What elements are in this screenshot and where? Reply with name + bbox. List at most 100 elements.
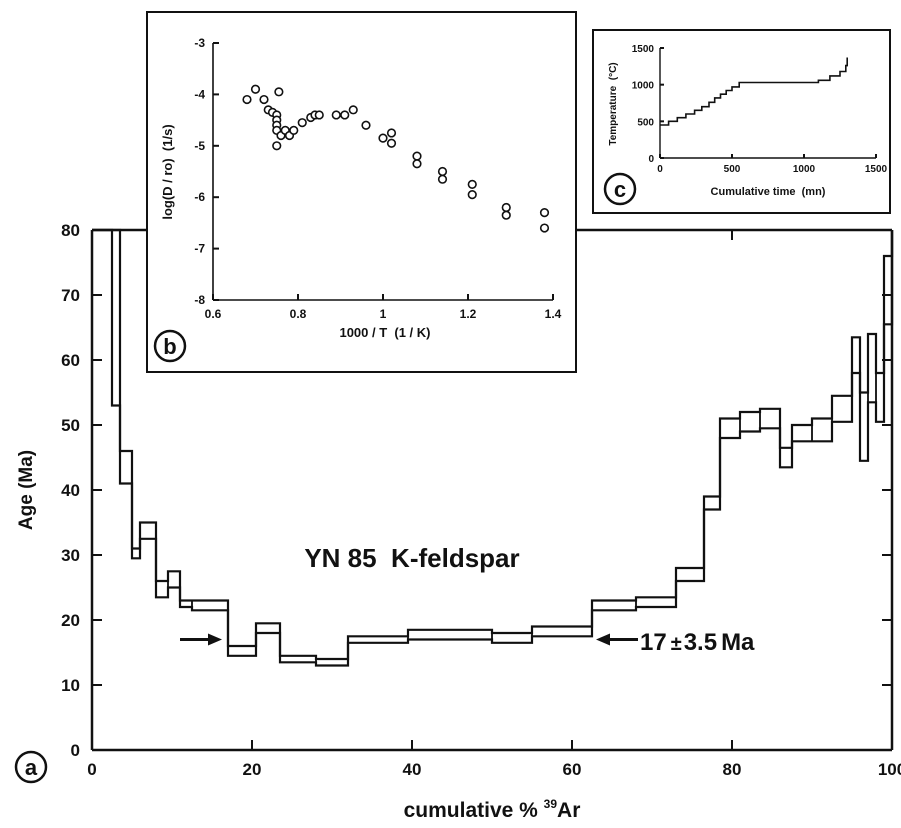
panel-b-data-points <box>242 84 550 233</box>
panel-b-data-point <box>361 120 371 130</box>
panel-b-data-point <box>274 87 284 97</box>
panel-c-y-tick-label: 1500 <box>632 44 655 55</box>
panel-b-data-point <box>467 190 477 200</box>
panel-a-x-axis-title: cumulative % 39Ar <box>404 797 581 822</box>
panel-b-badge: b <box>153 329 187 363</box>
panel-b-x-tick-label: 0.6 <box>205 307 222 321</box>
panel-a-x-tick-label: 100 <box>878 760 901 779</box>
panel-b-y-tick-label: -8 <box>194 293 205 307</box>
panel-c-temperature-line <box>660 57 848 126</box>
panel-a-x-tick-label: 40 <box>403 760 422 779</box>
panel-a-age-spectrum <box>92 228 894 667</box>
panel-a-tick-labels: 0 10 20 30 40 50 60 70 80 0 20 40 60 80 100 <box>61 221 901 779</box>
panel-b-data-point <box>437 166 448 177</box>
panel-c-frame <box>592 29 891 214</box>
panel-a-x-axis-title-prefix: cumulative % <box>404 799 544 822</box>
plateau-left-arrow-head <box>208 633 222 646</box>
panel-a-ticks <box>91 229 893 751</box>
panel-b-data-point <box>501 202 511 213</box>
panel-b-x-axis-title: 1000 / T (1 / K) <box>339 325 430 340</box>
panel-a-y-tick-label: 50 <box>61 416 80 435</box>
panel-a-y-tick-label: 20 <box>61 611 80 630</box>
panel-b-arrhenius-inset: -3 -4 -5 -6 -7 -80.6 0.8 1 1.2 1.4 log(D / ro) (1… <box>146 11 577 373</box>
panel-b-y-axis-title: log(D / ro) (1/s) <box>160 124 175 219</box>
panel-b-data-point <box>501 210 511 220</box>
panel-a-y-tick-label: 0 <box>71 741 80 760</box>
panel-b-data-point <box>386 138 397 148</box>
plateau-age-label: 17 ±3.5 Ma <box>640 629 755 656</box>
panel-b-data-point <box>272 141 282 151</box>
panel-b-x-tick-label: 1.2 <box>460 307 477 321</box>
panel-a-y-tick-label: 80 <box>61 221 80 240</box>
panel-b-data-point <box>340 110 350 120</box>
panel-c-y-tick-label: 0 <box>648 154 654 165</box>
plateau-arrows <box>180 633 638 646</box>
panel-b-y-tick-label: -5 <box>194 139 205 153</box>
panel-a-x-tick-label: 20 <box>243 760 262 779</box>
panel-b-data-point <box>539 223 550 233</box>
panel-b-data-point <box>242 94 252 105</box>
panel-b-data-point <box>386 128 397 138</box>
panel-c-temperature-steps <box>660 57 848 126</box>
panel-b-y-tick-label: -4 <box>194 87 205 101</box>
panel-b-y-tick-label: -7 <box>194 242 205 256</box>
panel-c-x-tick-label: 0 <box>657 164 663 175</box>
panel-c-heating-schedule-inset: 0 500 1000 1500 0 500 1000 1500 Temperature (°C… <box>592 29 891 214</box>
panel-a-y-tick-label: 40 <box>61 481 80 500</box>
panel-c-y-tick-label: 1000 <box>632 81 655 92</box>
panel-b-data-point <box>348 105 358 115</box>
panel-b-x-tick-label: 0.8 <box>290 307 307 321</box>
panel-b-x-tick-label: 1 <box>380 307 387 321</box>
panel-c-ticks <box>659 47 877 159</box>
panel-b-y-tick-label: -3 <box>194 36 205 50</box>
panel-c-y-tick-label: 500 <box>637 117 654 128</box>
panel-a-y-axis-title: Age (Ma) <box>16 450 37 530</box>
panel-a-y-tick-label: 60 <box>61 351 80 370</box>
plateau-age-error: 3.5 <box>684 629 717 656</box>
panel-b-data-point <box>412 159 422 169</box>
panel-a-x-axis-title-superscript: 39 <box>544 797 558 811</box>
panel-b-ticks <box>212 42 554 301</box>
panel-c-x-tick-label: 1500 <box>865 164 888 175</box>
panel-b-tick-labels: -3 -4 -5 -6 -7 -80.6 0.8 1 1.2 1.4 <box>194 36 561 321</box>
panel-b-data-point <box>437 174 448 184</box>
panel-a-y-tick-label: 70 <box>61 286 80 305</box>
panel-a-badge-letter: a <box>25 755 38 780</box>
panel-c-x-axis-title: Cumulative time (mn) <box>711 186 826 198</box>
panel-b-data-point <box>467 179 477 189</box>
plateau-annotation: 17 ±3.5 Ma <box>180 629 755 656</box>
panel-b-data-point <box>412 151 422 161</box>
panel-b-data-point <box>289 125 299 135</box>
panel-c-x-tick-label: 500 <box>724 164 741 175</box>
panel-c-badge-letter: c <box>614 177 626 202</box>
panel-c-badge: c <box>603 172 637 206</box>
panel-b-data-point <box>297 118 307 128</box>
panel-a-x-tick-label: 0 <box>87 760 96 779</box>
panel-a-title: YN 85 K-feldspar <box>304 543 519 573</box>
panel-b-data-point <box>378 133 388 143</box>
panel-c-tick-labels: 0 500 1000 1500 0 500 1000 1500 <box>632 44 888 175</box>
panel-b-x-tick-label: 1.4 <box>545 307 562 321</box>
panel-b-data-point <box>539 208 550 218</box>
panel-b-data-point <box>259 94 269 105</box>
panel-a-main-chart: 0 10 20 30 40 50 60 70 80 0 20 40 60 80 100 Age (Ma) c… <box>14 221 901 822</box>
plateau-age-pm: ± <box>671 633 682 655</box>
panel-b-y-tick-label: -6 <box>194 190 205 204</box>
plateau-right-arrow-head <box>596 633 610 646</box>
panel-c-x-tick-label: 1000 <box>793 164 816 175</box>
panel-a-y-tick-label: 10 <box>61 676 80 695</box>
panel-b-data-point <box>250 84 261 94</box>
panel-a-badge: a <box>14 750 48 784</box>
panel-a-x-tick-label: 60 <box>563 760 582 779</box>
panel-c-y-axis-title: Temperature (°C) <box>608 62 619 145</box>
panel-b-data-point <box>331 110 341 120</box>
panel-a-x-axis-title-suffix: Ar <box>557 799 580 822</box>
panel-a-y-tick-label: 30 <box>61 546 80 565</box>
panel-b-badge-letter: b <box>163 334 176 359</box>
panel-b-frame <box>146 11 577 373</box>
panel-b-data-point <box>314 110 324 120</box>
plateau-age-value: 17 <box>640 629 667 656</box>
panel-a-x-tick-label: 80 <box>723 760 742 779</box>
plateau-age-unit: Ma <box>721 629 755 656</box>
